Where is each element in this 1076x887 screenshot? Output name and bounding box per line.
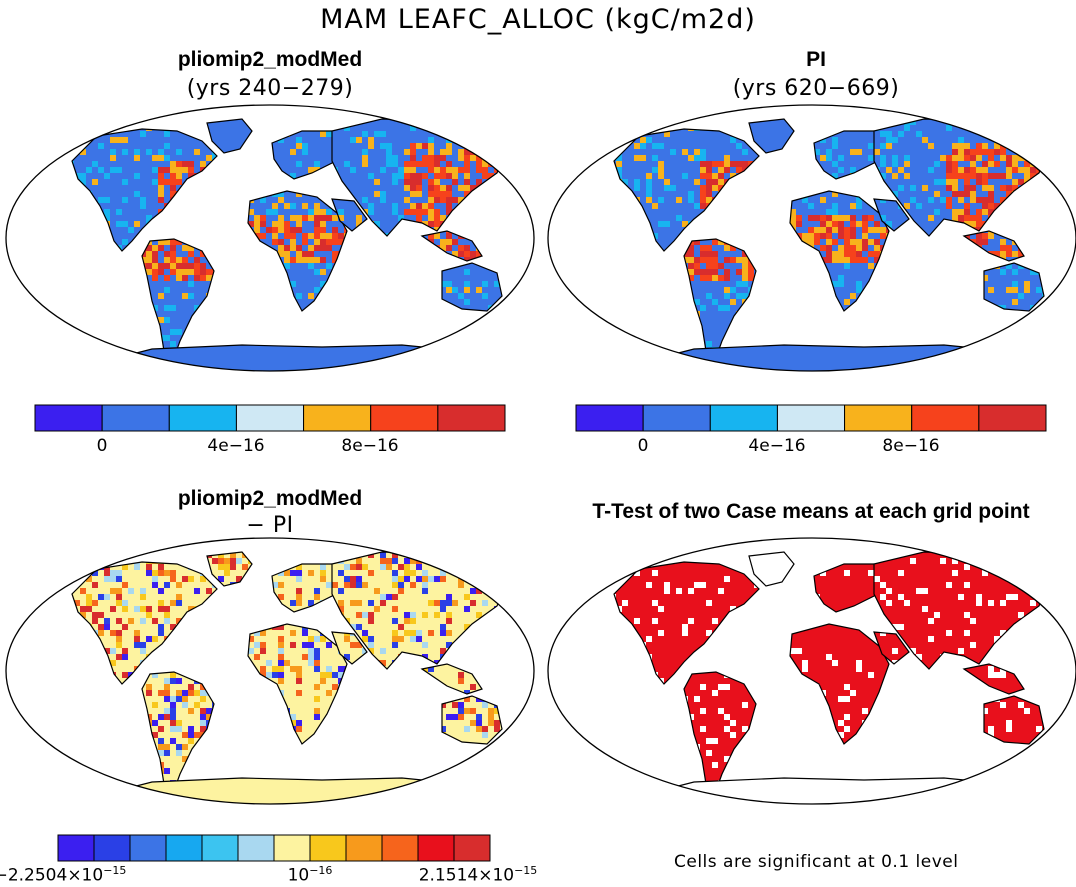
panel2-tick-0: 0	[638, 436, 649, 456]
panel1-colorbar	[34, 404, 506, 432]
panel1-colorbar-box-5	[370, 404, 439, 432]
panel1-map-africa	[248, 191, 347, 311]
panel2-colorbar-box-3	[776, 404, 846, 432]
panel3-map-australia	[442, 696, 502, 744]
panel1-colorbar-box-2	[168, 404, 237, 432]
panel1-colorbar-box-1	[101, 404, 170, 432]
panel1-map-greenland	[207, 119, 252, 153]
panel3-colorbar-box-0	[57, 834, 95, 862]
panel3-colorbar-box-10	[417, 834, 455, 862]
panel3-tick-left: −2.2504×10−15	[0, 864, 126, 886]
panel1-tick-0: 0	[97, 436, 108, 456]
panel2-colorbar-box-0	[575, 404, 644, 432]
panel3-tick-mid: 10−16	[288, 864, 333, 886]
panel3-colorbar-box-4	[201, 834, 239, 862]
panel3-colorbar-box-7	[309, 834, 347, 862]
panel3-colorbar-box-6	[273, 834, 311, 862]
panel4-note: Cells are significant at 0.1 level	[674, 852, 958, 872]
panel2-tick-1: 4e−16	[748, 436, 805, 456]
panel2-map-greenland	[749, 119, 794, 153]
panel1-colorbar-box-0	[34, 404, 103, 432]
panel2-title: PI	[666, 48, 966, 72]
panel3-tick-right: 2.1514×10−15	[419, 864, 538, 886]
figure-title: MAM LEAFC_ALLOC (kgC/m2d)	[0, 4, 1076, 35]
panel1-map-frame	[5, 104, 535, 372]
panel3-title: pliomip2_modMed	[120, 487, 420, 511]
panel1-subtitle: (yrs 240−279)	[120, 76, 420, 101]
panel1-map-australia	[442, 263, 502, 311]
panel3-map-europe	[272, 564, 347, 612]
panel2-colorbar-box-5	[911, 404, 980, 432]
panel2-colorbar-box-4	[844, 404, 913, 432]
panel1-colorbar-box-6	[437, 404, 506, 432]
panel2-map	[547, 104, 1076, 372]
panel2-subtitle: (yrs 620−669)	[666, 76, 966, 101]
panel1-tick-1: 4e−16	[207, 436, 264, 456]
panel4-map	[547, 537, 1076, 805]
panel1-land	[71, 118, 508, 371]
panel4-map-asia	[874, 552, 1049, 669]
panel4-map-frame	[547, 537, 1076, 805]
panel1-tick-2: 8e−16	[341, 436, 398, 456]
panel3-subtitle: − PI	[120, 513, 420, 538]
panel3-colorbar-box-8	[345, 834, 383, 862]
panel1-map	[5, 104, 535, 372]
panel1-colorbar-box-4	[303, 404, 372, 432]
panel3-colorbar-box-3	[165, 834, 203, 862]
panel3-land	[71, 551, 508, 804]
panel2-colorbar-box-6	[978, 404, 1047, 432]
panel3-colorbar-box-1	[93, 834, 131, 862]
panel3-colorbar	[57, 834, 491, 862]
panel3-colorbar-box-5	[237, 834, 275, 862]
panel3-colorbar-box-9	[381, 834, 419, 862]
panel3-colorbar-box-11	[453, 834, 491, 862]
panel4-map-greenland	[749, 552, 794, 586]
panel4-title: T-Test of two Case means at each grid po…	[546, 500, 1076, 524]
panel2-map-frame	[547, 104, 1076, 372]
panel2-colorbar	[575, 404, 1047, 432]
panel1-colorbar-box-3	[235, 404, 305, 432]
panel2-colorbar-box-2	[709, 404, 778, 432]
panel2-colorbar-box-1	[642, 404, 711, 432]
panel3-colorbar-box-2	[129, 834, 167, 862]
panel3-map	[5, 537, 535, 805]
panel1-title: pliomip2_modMed	[120, 48, 420, 72]
panel2-tick-2: 8e−16	[882, 436, 939, 456]
panel3-map-frame	[5, 537, 535, 805]
